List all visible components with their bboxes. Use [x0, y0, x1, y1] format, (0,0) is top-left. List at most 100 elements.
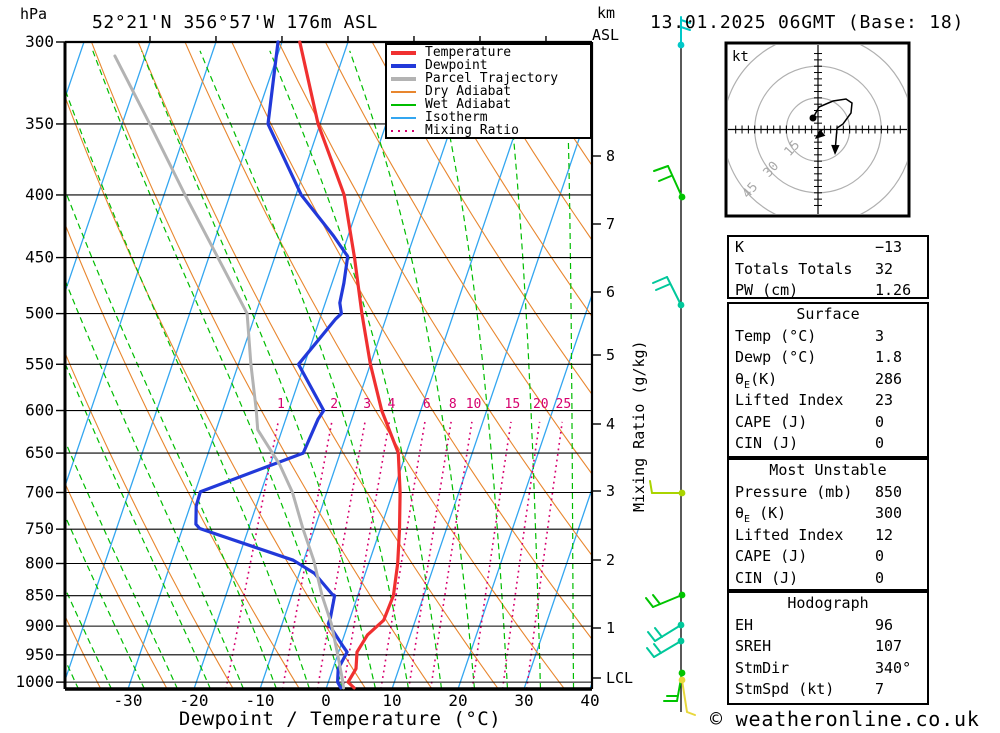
copyright-text: © weatheronline.co.uk: [710, 707, 980, 731]
legend-item: Mixing Ratio: [391, 124, 590, 137]
dewpoint-curve: [194, 40, 350, 690]
km-tick-label: 3: [606, 482, 615, 500]
mixing-ratio-value-label: 4: [387, 397, 395, 412]
panel-title: Most Unstable: [769, 461, 887, 479]
stat-row: CIN (J) 0: [729, 433, 927, 455]
mixing-ratio-value-label: 2: [330, 397, 338, 412]
stat-label: CIN (J): [735, 434, 799, 452]
stat-value: 286: [875, 369, 903, 388]
mixing-ratio-line: [281, 421, 333, 688]
panel-indices: K −13 Totals Totals 32 PW (cm) 1.26: [727, 235, 929, 299]
mixing-ratio-line: [342, 421, 391, 688]
legend-item-label: Mixing Ratio: [425, 123, 519, 138]
isotherm-line: [66, 43, 283, 680]
legend-swatch-thick: [391, 63, 416, 68]
wet-adiabat-line: [565, 50, 575, 688]
stat-row: Lifted Index 23: [729, 390, 927, 412]
stat-label: θE (K): [735, 504, 787, 525]
stat-label: Lifted Index: [735, 525, 844, 544]
legend-swatch-thick: [391, 50, 416, 55]
mixing-ratio-line: [501, 421, 541, 688]
stat-row: Totals Totals 32: [729, 259, 927, 281]
stat-label: StmSpd (kt): [735, 680, 835, 698]
legend-swatch-thin: [391, 116, 416, 119]
isotherm-line: [523, 489, 591, 688]
dry-adiabat-line: [138, 43, 499, 688]
panel-most-unstable: Most Unstable Pressure (mb) 850 θE (K) 300 Li…: [727, 458, 929, 591]
wet-adiabat-line: [141, 50, 376, 688]
temp-tick-label: -20: [180, 691, 209, 710]
km-tick-label: 1: [606, 619, 615, 637]
legend-item: Wet Adiabat: [391, 98, 590, 111]
stat-value: 0: [875, 412, 885, 431]
mixing-ratio-line: [316, 421, 366, 688]
temp-tick-label: -10: [246, 691, 275, 710]
stat-value: 1.26: [875, 281, 912, 299]
stat-value: 96: [875, 615, 894, 634]
stat-row: CIN (J) 0: [729, 568, 927, 590]
wet-adiabat-line: [66, 190, 277, 688]
panel-hodograph-stats: Hodograph EH 96 SREH 107 StmDir 340° StmSpd (kt…: [727, 591, 929, 705]
stat-row: K −13: [729, 237, 927, 259]
pressure-axis-unit-label: hPa: [20, 5, 48, 23]
mixing-ratio-line: [471, 421, 512, 688]
wet-adiabat-line: [66, 280, 244, 688]
stat-row: Dewp (°C) 1.8: [729, 347, 927, 369]
stat-label: EH: [735, 615, 754, 634]
panel-title: Surface: [796, 305, 860, 323]
wet-adiabat-line: [503, 50, 542, 688]
mixing-ratio-value-label: 6: [423, 397, 431, 412]
skewt-grid: [0, 42, 591, 689]
stat-row: StmSpd (kt) 7: [729, 679, 927, 701]
barb-sfc-green: [663, 669, 686, 702]
wet-adiabat-line: [349, 50, 476, 688]
stat-value: 23: [875, 391, 894, 409]
legend-swatch-thin: [391, 90, 416, 93]
wet-adiabat-line: [430, 50, 509, 688]
isotherm-line: [391, 101, 591, 688]
temp-tick-label: 0: [321, 691, 331, 710]
mixing-ratio-line: [380, 421, 426, 688]
stat-value: 340°: [875, 658, 912, 677]
pressure-tick-label: 650: [25, 443, 54, 462]
wet-adiabat-line: [66, 364, 211, 688]
parcel_trajectory-curve: [113, 54, 345, 690]
stat-row: PW (cm) 1.26: [729, 280, 927, 302]
dry-adiabat-line: [66, 484, 168, 688]
legend-item: Temperature: [391, 46, 590, 59]
wet-adiabat-line: [66, 516, 145, 688]
barb-850: [645, 591, 686, 608]
temp-tick-label: 40: [580, 691, 599, 710]
stat-row: CAPE (J) 0: [729, 546, 927, 568]
wet-adiabat-line: [269, 50, 442, 688]
isotherm-line: [325, 43, 547, 688]
mixing-ratio-line: [430, 421, 473, 688]
legend-swatch-thin: [391, 103, 416, 106]
dry-adiabat-line: [66, 353, 234, 688]
legend-swatch-thick: [391, 76, 416, 81]
stat-value: 1.8: [875, 348, 903, 366]
barb-low-2: [646, 637, 685, 658]
isotherm-line: [0, 42, 18, 689]
pressure-tick-label: 500: [25, 304, 54, 323]
legend-item-label: Dewpoint: [425, 58, 488, 73]
pressure-tick-label: 550: [25, 354, 54, 373]
stat-label: CIN (J): [735, 568, 799, 587]
isotherm-line: [66, 43, 217, 486]
stat-label: Totals Totals: [735, 259, 853, 278]
lcl-label: LCL: [606, 669, 633, 687]
wet-adiabat-line: [66, 441, 178, 688]
mixing-ratio-value-label: 1: [277, 397, 285, 412]
pressure-tick-label: 350: [25, 114, 54, 133]
mixing-ratio-line: [408, 421, 452, 688]
legend-item: Parcel Trajectory: [391, 72, 590, 85]
stat-row: Temp (°C) 3: [729, 326, 927, 348]
isotherm-line: [457, 295, 591, 688]
legend-item: Dry Adiabat: [391, 85, 590, 98]
km-tick-label: 2: [606, 551, 615, 569]
mixing-ratio-line: [225, 421, 279, 688]
mixing-ratio-value-label: 8: [449, 397, 457, 412]
pressure-tick-label: 950: [25, 645, 54, 664]
dry-adiabat-line: [278, 43, 591, 556]
